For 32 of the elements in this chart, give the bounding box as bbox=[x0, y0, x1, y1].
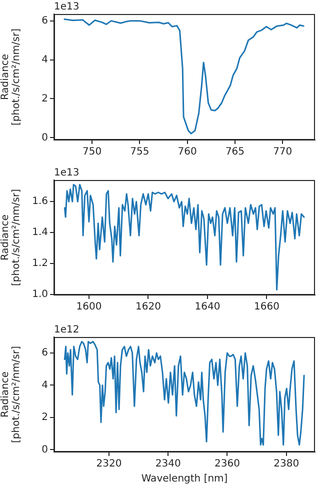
y-tick-label: 2 bbox=[42, 93, 48, 104]
y-tick-label: 6 bbox=[42, 15, 48, 26]
x-tick-label: 2380 bbox=[274, 458, 300, 470]
y-tick-label: 0 bbox=[42, 132, 48, 144]
y-tick-label: 1.4 bbox=[32, 227, 48, 238]
x-tick-label: 755 bbox=[130, 146, 150, 158]
y-axis-title: Radiance [phot./s/cm²/nm/sr] bbox=[0, 28, 22, 126]
x-axis-title: Wavelength [nm] bbox=[141, 474, 228, 485]
text: 1e12 bbox=[54, 324, 80, 336]
y-tick-label: 1.2 bbox=[32, 258, 48, 270]
x-tick-label: 2340 bbox=[155, 458, 181, 470]
x-tick-label: 765 bbox=[225, 146, 245, 158]
x-tick-label: 760 bbox=[178, 146, 197, 158]
text: 1e13 bbox=[54, 2, 80, 13]
x-tick-label: 1620 bbox=[135, 302, 161, 313]
y-tick-label: 6 bbox=[42, 348, 48, 359]
y-tick-label: 1.0 bbox=[32, 288, 48, 300]
text: 1e13 bbox=[54, 168, 80, 179]
x-tick-label: 1600 bbox=[76, 302, 102, 313]
x-tick-label: 770 bbox=[273, 146, 292, 158]
y-tick-label: 4 bbox=[42, 54, 48, 66]
x-tick-label: 2360 bbox=[214, 458, 240, 470]
y-axis-title: Radiance [phot./s/cm²/nm/sr] bbox=[0, 188, 22, 286]
x-tick-label: 750 bbox=[82, 146, 102, 158]
x-tick-label: 1640 bbox=[194, 302, 220, 313]
x-tick-label: 2320 bbox=[96, 458, 122, 470]
x-tick-label: 1660 bbox=[254, 302, 280, 313]
y-tick-label: 1.6 bbox=[32, 196, 48, 208]
y-axis-title: Radiance [phot./s/cm²/nm/sr] bbox=[0, 346, 22, 444]
y-tick-label: 2 bbox=[42, 412, 48, 424]
y-tick-label: 4 bbox=[42, 380, 48, 391]
y-tick-label: 0 bbox=[42, 444, 48, 456]
